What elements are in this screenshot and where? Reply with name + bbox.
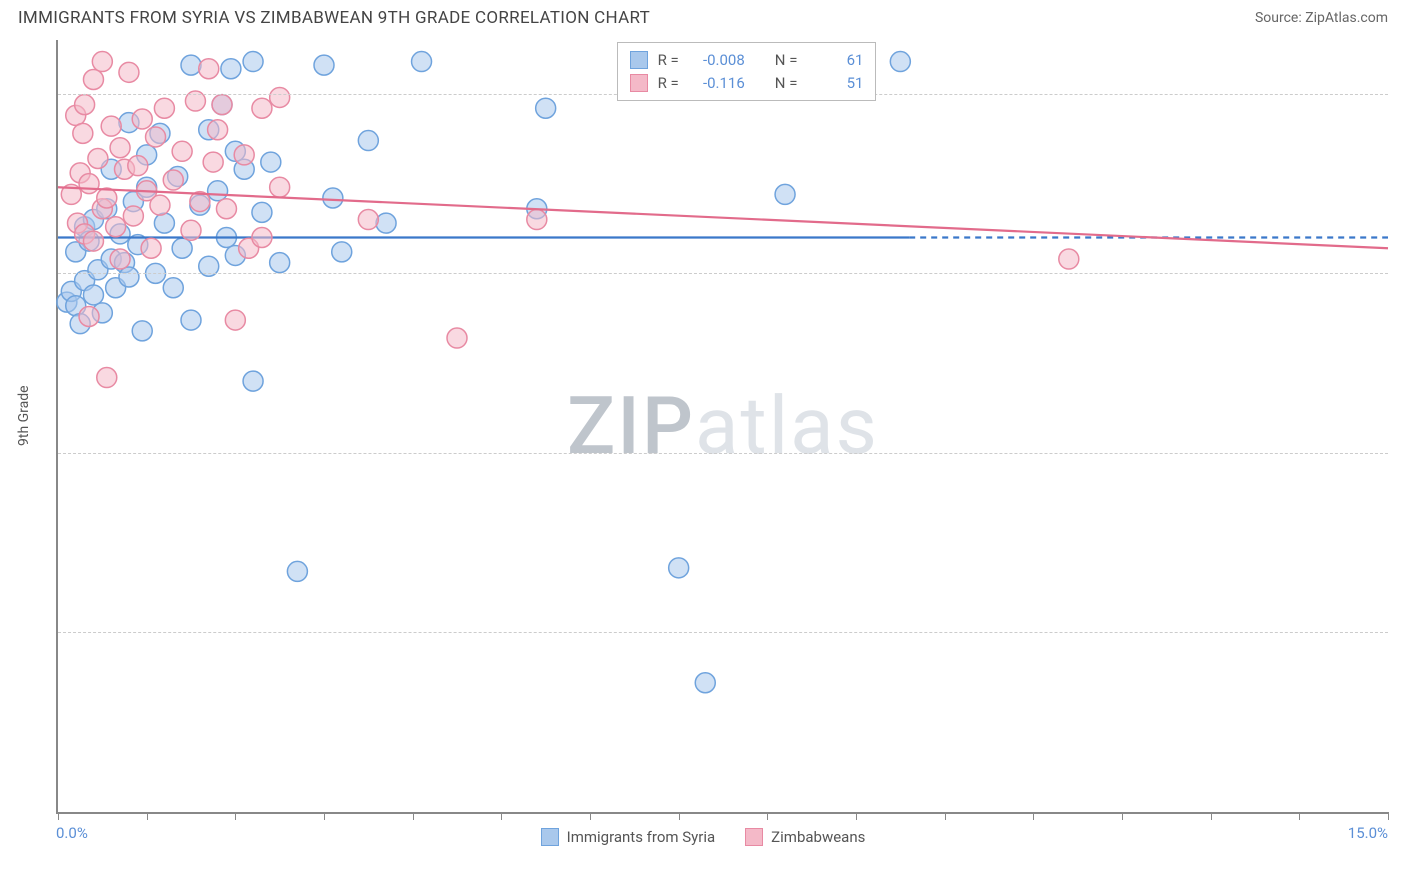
data-point-zimb (225, 310, 245, 330)
data-point-zimb (208, 120, 228, 140)
data-point-zimb (132, 109, 152, 129)
bottom-legend-item-syria: Immigrants from Syria (541, 828, 716, 846)
data-point-zimb (119, 62, 139, 82)
data-point-zimb (110, 138, 130, 158)
data-point-syria (332, 242, 352, 262)
chart-container: 9th Grade ZIPatlas R =-0.008N =61R =-0.1… (18, 40, 1388, 852)
data-point-syria (83, 285, 103, 305)
data-point-zimb (154, 98, 174, 118)
data-point-syria (119, 267, 139, 287)
data-point-zimb (358, 210, 378, 230)
data-point-zimb (212, 95, 232, 115)
chart-title: IMMIGRANTS FROM SYRIA VS ZIMBABWEAN 9TH … (18, 8, 650, 28)
series-legend: Immigrants from Syria Zimbabweans (18, 828, 1388, 846)
data-point-zimb (270, 87, 290, 107)
data-point-zimb (97, 188, 117, 208)
data-point-syria (181, 310, 201, 330)
legend-r-value: -0.116 (689, 72, 745, 95)
legend-row-zimb: R = -0.116 N = 51 (630, 72, 864, 95)
data-point-syria (287, 561, 307, 581)
data-point-syria (154, 213, 174, 233)
bottom-legend-label: Zimbabweans (771, 828, 865, 846)
data-point-zimb (270, 177, 290, 197)
data-point-zimb (73, 123, 93, 143)
data-point-zimb (216, 199, 236, 219)
data-point-zimb (79, 306, 99, 326)
data-point-zimb (97, 368, 117, 388)
correlation-legend: R = -0.008 N = 61 R = -0.116 N = 51 (617, 42, 877, 101)
data-point-zimb (527, 210, 547, 230)
data-point-syria (132, 321, 152, 341)
plot-area: ZIPatlas R =-0.008N =61R =-0.116N =51 (56, 40, 1388, 814)
source-attribution: Source: ZipAtlas.com (1255, 10, 1388, 26)
data-point-zimb (199, 59, 219, 79)
bottom-legend-label: Immigrants from Syria (567, 828, 716, 846)
legend-r-value: -0.008 (689, 49, 745, 72)
data-point-zimb (146, 127, 166, 147)
data-point-zimb (123, 206, 143, 226)
legend-n-value: 61 (807, 49, 863, 72)
data-point-syria (376, 213, 396, 233)
data-point-syria (181, 55, 201, 75)
data-point-syria (261, 152, 281, 172)
bottom-legend-swatch (541, 828, 559, 846)
legend-row-syria: R = -0.008 N = 61 (630, 49, 864, 72)
legend-n-label: N = (775, 72, 798, 95)
bottom-legend-swatch (745, 828, 763, 846)
data-point-zimb (92, 52, 112, 72)
data-point-zimb (83, 231, 103, 251)
data-point-zimb (203, 152, 223, 172)
data-point-syria (252, 202, 272, 222)
data-point-zimb (150, 195, 170, 215)
data-point-syria (163, 278, 183, 298)
data-point-zimb (252, 98, 272, 118)
data-point-syria (323, 188, 343, 208)
data-point-syria (775, 184, 795, 204)
bottom-legend-item-zimb: Zimbabweans (745, 828, 865, 846)
data-point-syria (243, 52, 263, 72)
data-point-zimb (75, 95, 95, 115)
data-point-syria (208, 181, 228, 201)
data-point-zimb (141, 238, 161, 258)
data-point-zimb (110, 249, 130, 269)
scatter-svg (58, 40, 1388, 812)
data-point-syria (270, 253, 290, 273)
legend-r-label: R = (658, 49, 679, 72)
data-point-syria (412, 52, 432, 72)
data-point-zimb (79, 174, 99, 194)
data-point-syria (314, 55, 334, 75)
data-point-syria (890, 52, 910, 72)
data-point-syria (172, 238, 192, 258)
data-point-zimb (234, 145, 254, 165)
data-point-zimb (447, 328, 467, 348)
data-point-syria (243, 371, 263, 391)
data-point-syria (358, 131, 378, 151)
data-point-zimb (172, 141, 192, 161)
y-axis-label: 9th Grade (16, 385, 32, 446)
data-point-zimb (181, 220, 201, 240)
data-point-zimb (83, 69, 103, 89)
legend-n-value: 51 (807, 72, 863, 95)
legend-swatch-syria (630, 51, 648, 69)
data-point-zimb (106, 217, 126, 237)
data-point-syria (221, 59, 241, 79)
legend-r-label: R = (658, 72, 679, 95)
legend-n-label: N = (775, 49, 798, 72)
data-point-zimb (101, 116, 121, 136)
data-point-syria (669, 558, 689, 578)
data-point-zimb (88, 148, 108, 168)
legend-swatch-zimb (630, 74, 648, 92)
data-point-syria (536, 98, 556, 118)
data-point-zimb (1059, 249, 1079, 269)
data-point-syria (695, 673, 715, 693)
data-point-zimb (128, 156, 148, 176)
data-point-zimb (252, 227, 272, 247)
data-point-zimb (163, 170, 183, 190)
